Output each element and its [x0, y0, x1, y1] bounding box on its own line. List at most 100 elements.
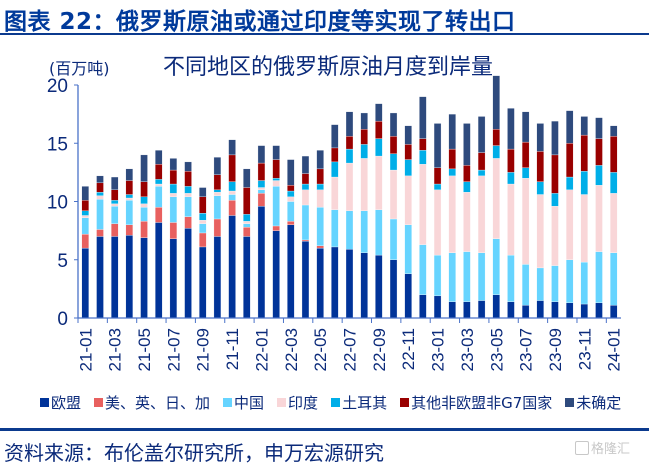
bar-segment-23-08-s0 — [536, 300, 544, 319]
bar-segment-22-07-s0 — [345, 249, 354, 319]
bar-segment-21-05-s2 — [140, 207, 148, 222]
bar-segment-21-06-s0 — [155, 222, 163, 319]
y-axis-unit-label: (百万吨) — [49, 59, 110, 78]
bar-segment-22-06-s4 — [331, 161, 339, 178]
bar-segment-23-10-s5 — [565, 143, 574, 178]
bar-segment-21-01-s5 — [81, 200, 89, 211]
bar-segment-22-03-s0 — [287, 224, 295, 319]
bar-segment-22-05-s6 — [316, 150, 324, 170]
legend-label: 印度 — [288, 394, 319, 412]
bar-segment-24-01-s5 — [610, 136, 618, 173]
bar-segment-21-05-s3 — [140, 203, 148, 208]
bar-segment-23-06-s5 — [507, 148, 515, 173]
bar-segment-22-01-s5 — [257, 162, 266, 181]
bar-segment-22-02-s3 — [272, 180, 280, 187]
bar-segment-21-07-s4 — [169, 183, 178, 194]
bar-segment-23-04-s4 — [477, 169, 486, 177]
legend-swatch — [400, 398, 410, 407]
bar-segment-23-05-s5 — [492, 129, 500, 146]
bar-segment-21-01-s6 — [81, 186, 89, 201]
bar-segment-21-12-s0 — [243, 236, 251, 319]
bar-segment-21-11-s3 — [228, 190, 236, 195]
bar-segment-24-01-s2 — [610, 252, 618, 306]
bar-segment-23-10-s3 — [565, 189, 574, 260]
bar-segment-22-02-s2 — [272, 186, 280, 227]
x-tick-label: 23-01 — [429, 328, 448, 371]
legend-swatch — [223, 398, 233, 407]
legend-swatch — [40, 398, 49, 407]
bar-segment-22-11-s3 — [404, 175, 412, 225]
bar-segment-23-05-s6 — [492, 75, 500, 130]
bar-segment-23-03-s2 — [463, 251, 471, 302]
bar-segment-21-09-s0 — [199, 246, 207, 319]
legend-item: 美、英、日、加 — [94, 392, 210, 413]
bar-segment-23-03-s5 — [463, 165, 471, 182]
bar-segment-23-04-s0 — [477, 300, 486, 319]
bar-segment-23-04-s3 — [477, 175, 486, 253]
bar-segment-21-08-s5 — [184, 171, 192, 187]
bar-segment-22-08-s5 — [360, 129, 368, 145]
bar-segment-21-07-s3 — [169, 193, 178, 197]
bar-segment-22-06-s5 — [331, 147, 339, 163]
bar-segment-23-09-s0 — [551, 301, 559, 319]
bar-segment-23-08-s4 — [536, 181, 544, 195]
bar-segment-23-07-s5 — [521, 141, 530, 168]
bar-segment-21-04-s6 — [125, 168, 134, 181]
bar-segment-22-06-s6 — [331, 124, 339, 149]
bar-segment-21-04-s1 — [125, 224, 134, 236]
x-tick-label: 23-07 — [517, 328, 536, 371]
bar-segment-23-05-s0 — [492, 294, 500, 319]
y-axis: 0 5 10 15 20 — [47, 76, 79, 330]
bar-segment-22-02-s1 — [272, 225, 280, 231]
legend-item: 印度 — [277, 392, 318, 413]
bar-segment-23-01-s4 — [433, 183, 442, 190]
bar-segment-23-05-s2 — [492, 238, 500, 295]
bar-segment-22-05-s0 — [316, 247, 324, 319]
bar-segment-21-02-s1 — [96, 229, 104, 237]
x-tick-label: 21-09 — [194, 328, 213, 371]
bar-segment-23-11-s5 — [580, 134, 588, 172]
bar-segment-22-04-s0 — [301, 240, 310, 319]
bar-segment-21-10-s1 — [213, 218, 222, 237]
bar-segment-22-04-s2 — [301, 204, 310, 241]
bar-segment-23-07-s0 — [521, 305, 530, 319]
bar-segment-22-03-s4 — [287, 190, 295, 197]
bar-segment-22-07-s3 — [345, 162, 354, 211]
bar-segment-21-07-s2 — [169, 196, 178, 223]
bar-segment-21-02-s4 — [96, 192, 104, 196]
bar-segment-22-10-s0 — [389, 259, 398, 319]
bar-segment-22-11-s0 — [404, 273, 412, 319]
chart-title: 不同地区的俄罗斯原油月度到岸量 — [163, 55, 494, 80]
bar-segment-22-11-s5 — [404, 144, 412, 160]
bar-segment-23-09-s5 — [551, 154, 559, 194]
bar-segment-21-02-s2 — [96, 199, 104, 230]
bar-segment-22-10-s6 — [389, 112, 398, 137]
bar-segment-21-03-s4 — [111, 200, 119, 204]
bar-segment-21-05-s6 — [140, 154, 148, 182]
legend-swatch — [331, 398, 341, 407]
bar-segment-23-12-s5 — [595, 138, 603, 166]
bar-segment-21-06-s2 — [155, 186, 163, 208]
bar-segment-22-12-s0 — [419, 294, 427, 319]
bar-segment-21-09-s4 — [199, 212, 207, 221]
bar-segment-22-06-s2 — [331, 209, 339, 248]
bar-segment-23-02-s0 — [448, 301, 456, 319]
bar-segment-23-09-s4 — [551, 193, 559, 207]
bar-segment-21-10-s3 — [213, 192, 222, 196]
bar-segment-21-09-s2 — [199, 223, 207, 234]
bar-segment-23-01-s0 — [433, 295, 442, 319]
x-tick-label: 23-09 — [546, 328, 565, 371]
bar-segment-22-12-s4 — [419, 150, 427, 165]
bar-segment-21-04-s5 — [125, 180, 134, 195]
bar-segment-23-06-s0 — [507, 301, 515, 319]
bar-segment-21-12-s6 — [243, 168, 251, 188]
bar-segment-21-09-s1 — [199, 232, 207, 248]
bar-segment-21-06-s4 — [155, 179, 163, 185]
bar-segment-21-12-s2 — [243, 223, 251, 228]
bar-segment-22-03-s5 — [287, 185, 295, 192]
watermark-logo: 格隆汇 — [575, 438, 630, 457]
bar-segment-22-07-s2 — [345, 210, 354, 250]
bar-segment-22-04-s4 — [301, 183, 310, 190]
bar-segment-22-09-s6 — [375, 103, 383, 122]
